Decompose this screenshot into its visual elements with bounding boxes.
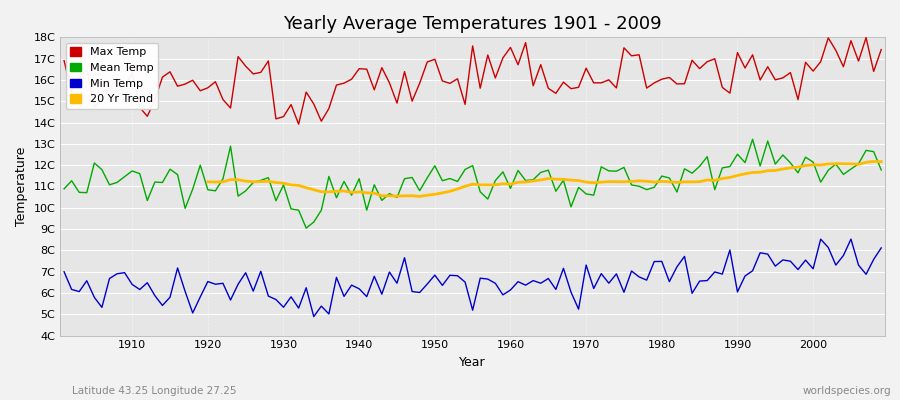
Legend: Max Temp, Mean Temp, Min Temp, 20 Yr Trend: Max Temp, Mean Temp, Min Temp, 20 Yr Tre…: [66, 43, 158, 109]
Y-axis label: Temperature: Temperature: [15, 147, 28, 226]
X-axis label: Year: Year: [459, 356, 486, 369]
Title: Yearly Average Temperatures 1901 - 2009: Yearly Average Temperatures 1901 - 2009: [284, 15, 662, 33]
Text: Latitude 43.25 Longitude 27.25: Latitude 43.25 Longitude 27.25: [72, 386, 237, 396]
Text: worldspecies.org: worldspecies.org: [803, 386, 891, 396]
